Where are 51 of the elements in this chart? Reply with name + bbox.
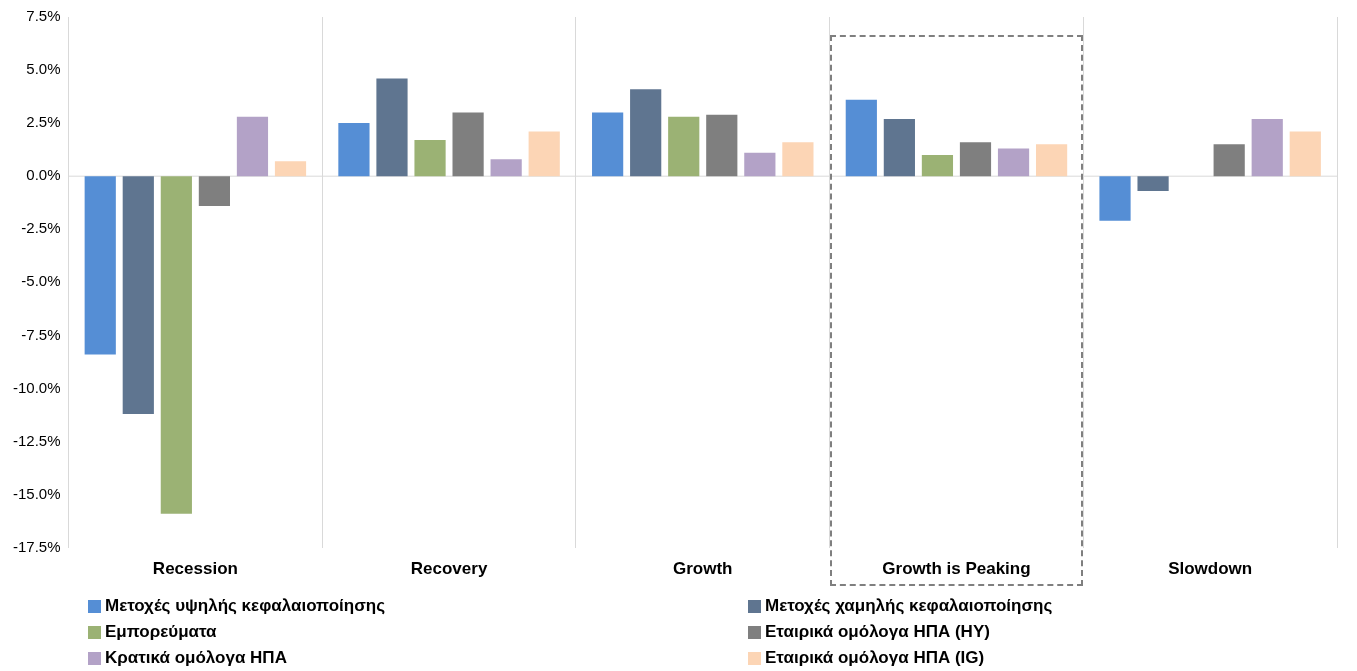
- x-tick-label: Recovery: [410, 559, 488, 579]
- legend-label: Κρατικά ομόλογα ΗΠΑ: [105, 648, 287, 668]
- x-tick-label: Slowdown: [1168, 559, 1253, 579]
- x-tick-label: Recession: [152, 559, 238, 579]
- legend-label: Μετοχές χαμηλής κεφαλαιοποίησης: [765, 596, 1053, 616]
- y-tick-label: 7.5%: [26, 7, 61, 25]
- bar: [452, 112, 484, 177]
- legend-label: Μετοχές υψηλής κεφαλαιοποίησης: [105, 596, 386, 616]
- bar: [845, 99, 877, 177]
- y-tick-label: -15.0%: [13, 484, 61, 502]
- y-tick-label: 5.0%: [26, 60, 61, 78]
- bar: [997, 148, 1030, 177]
- legend-label: Εταιρικά ομόλογα ΗΠΑ (IG): [765, 648, 985, 668]
- legend-label: Εμπορεύματα: [105, 622, 217, 642]
- bar: [376, 78, 408, 177]
- bar: [160, 176, 192, 514]
- bar: [630, 89, 662, 177]
- x-tick-label: Growth: [673, 559, 733, 579]
- bar: [84, 176, 116, 355]
- bar: [921, 154, 954, 177]
- bar: [1137, 176, 1169, 192]
- x-tick-label: Growth is Peaking: [882, 559, 1031, 579]
- y-tick-label: -17.5%: [13, 537, 61, 555]
- bar: [1099, 176, 1131, 221]
- bar: [274, 161, 307, 177]
- bar: [706, 114, 738, 177]
- bar: [959, 142, 992, 177]
- bar: [122, 176, 154, 414]
- bar: [490, 159, 522, 177]
- y-tick-label: 0.0%: [26, 166, 61, 184]
- bar: [782, 142, 814, 177]
- y-tick-label: -10.0%: [13, 378, 61, 396]
- y-tick-label: 2.5%: [26, 113, 61, 131]
- y-tick-label: -2.5%: [21, 219, 61, 237]
- bar: [338, 123, 370, 177]
- legend-label: Εταιρικά ομόλογα ΗΠΑ (HY): [765, 622, 990, 642]
- bar: [528, 131, 560, 177]
- bar: [1251, 118, 1283, 177]
- bar: [744, 152, 776, 177]
- bar: [668, 116, 700, 177]
- bar: [1035, 144, 1068, 177]
- bar: [414, 140, 446, 177]
- bar: [592, 112, 624, 177]
- bar: [198, 176, 230, 206]
- y-tick-label: -12.5%: [13, 431, 61, 449]
- bar: [1213, 144, 1245, 177]
- bar: [236, 116, 269, 177]
- bar: [883, 118, 915, 177]
- y-tick-label: -7.5%: [21, 325, 61, 343]
- y-tick-label: -5.0%: [21, 272, 61, 290]
- bar: [1289, 131, 1321, 177]
